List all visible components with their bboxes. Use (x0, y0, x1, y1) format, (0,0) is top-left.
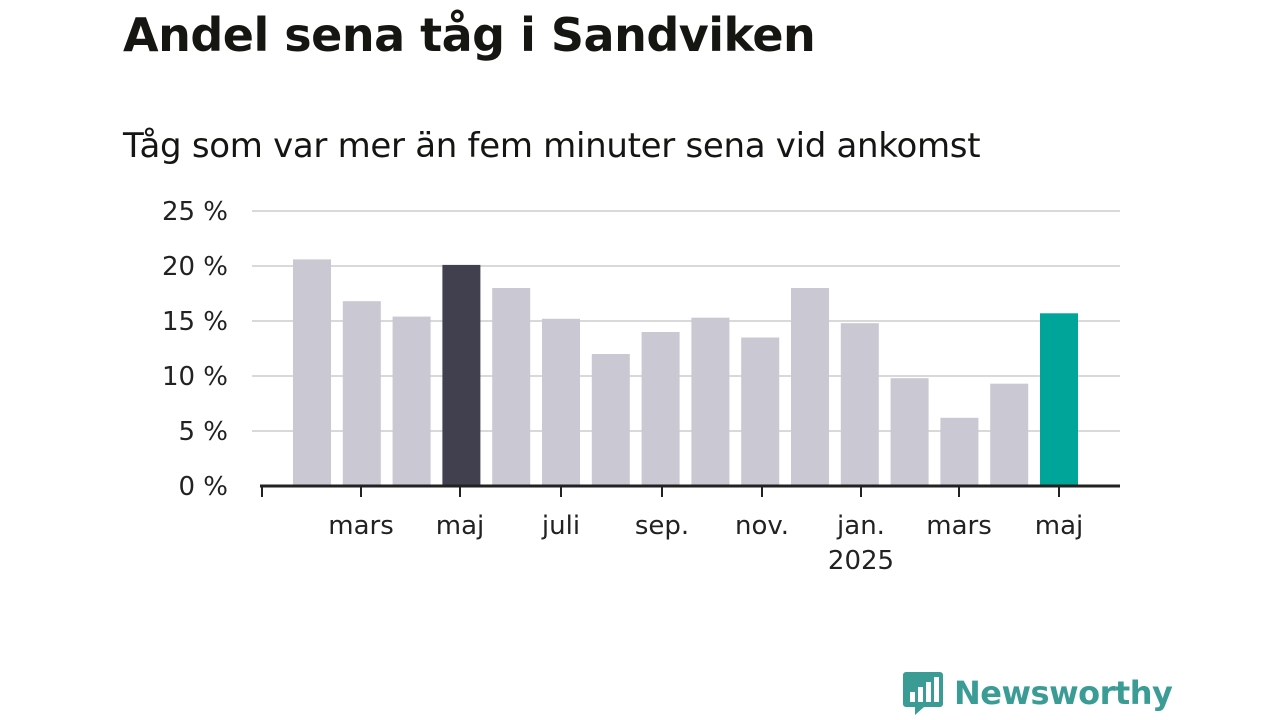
y-tick-label: 15 % (162, 307, 228, 337)
bar-2024-10 (691, 317, 730, 486)
bar-2024-12 (791, 288, 829, 486)
chart-subtitle: Tåg som var mer än fem minuter sena vid … (123, 126, 981, 166)
bar-2024-03 (342, 301, 381, 486)
chart-title: Andel sena tåg i Sandviken (123, 8, 816, 62)
x-tick-label: juli (541, 511, 580, 541)
y-axis-labels: 0 % 5 % 10 % 15 % 20 % 25 % (162, 197, 228, 502)
newsworthy-logo: Newsworthy (902, 670, 1173, 716)
bar-2024-02 (293, 259, 331, 486)
x-tick-label: sep. (635, 511, 689, 541)
grid-lines (252, 210, 1120, 432)
bar-2024-09 (641, 332, 680, 486)
bar-2024-06 (492, 288, 531, 486)
y-tick-label: 20 % (162, 252, 228, 282)
y-tick-label: 0 % (178, 472, 228, 502)
x-tick-label: mars (926, 511, 992, 541)
x-axis-labels: mars maj juli sep. nov. jan. 2025 mars maj (328, 511, 1083, 576)
bar-2025-03 (940, 417, 979, 486)
bar-2024-11 (741, 337, 780, 486)
x-tick-label: nov. (735, 511, 789, 541)
y-tick-label: 5 % (178, 417, 228, 447)
bar-2024-04 (392, 316, 431, 486)
bar-2025-05 (1040, 313, 1078, 486)
y-tick-label: 25 % (162, 197, 228, 227)
bar-2025-01 (840, 323, 879, 486)
x-axis (260, 484, 1120, 497)
bar-2025-02 (890, 378, 929, 486)
x-tick-label: mars (328, 511, 394, 541)
bar-2024-07 (542, 318, 580, 486)
bar-2025-04 (990, 383, 1029, 486)
x-tick-sublabel: 2025 (828, 546, 894, 576)
x-tick-label: maj (1035, 511, 1083, 541)
logo-text: Newsworthy (954, 674, 1173, 712)
x-tick-label: maj (436, 511, 484, 541)
bar-2024-08 (591, 354, 630, 486)
y-tick-label: 10 % (162, 362, 228, 392)
bars (293, 259, 1078, 486)
bar-2024-05 (442, 264, 481, 486)
bar-chart-speech-bubble-icon (903, 672, 943, 715)
x-tick-label: jan. (836, 511, 885, 541)
